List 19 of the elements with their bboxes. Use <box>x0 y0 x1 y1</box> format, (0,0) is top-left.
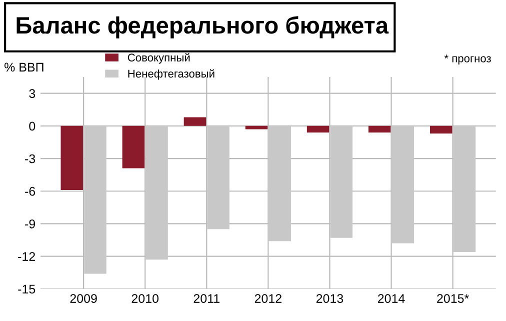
x-tick-label: 2015* <box>437 294 469 303</box>
y-axis-title: % ВВП <box>4 62 44 72</box>
y-tick-label: -3 <box>25 154 36 164</box>
x-tick-label: 2010 <box>132 294 159 303</box>
x-tick-label: 2013 <box>316 294 344 303</box>
y-tick-label: 3 <box>29 89 36 98</box>
x-tick-label: 2012 <box>254 294 282 303</box>
legend-label: Ненефтегазовый <box>128 69 214 80</box>
x-tick-label: 2009 <box>70 294 97 303</box>
legend-label: Совокупный <box>128 53 190 64</box>
x-tick-label: 2011 <box>194 294 220 303</box>
y-tick-label: -15 <box>18 284 36 294</box>
y-tick-label: -9 <box>25 220 36 228</box>
chart-title: Баланс федерального бюджета <box>16 16 389 38</box>
y-tick-label: -12 <box>18 252 35 261</box>
x-tick-label: 2014 <box>378 294 405 303</box>
y-tick-label: -6 <box>25 186 36 196</box>
text: * прогноз <box>444 54 491 65</box>
y-tick-label: 0 <box>29 122 36 131</box>
